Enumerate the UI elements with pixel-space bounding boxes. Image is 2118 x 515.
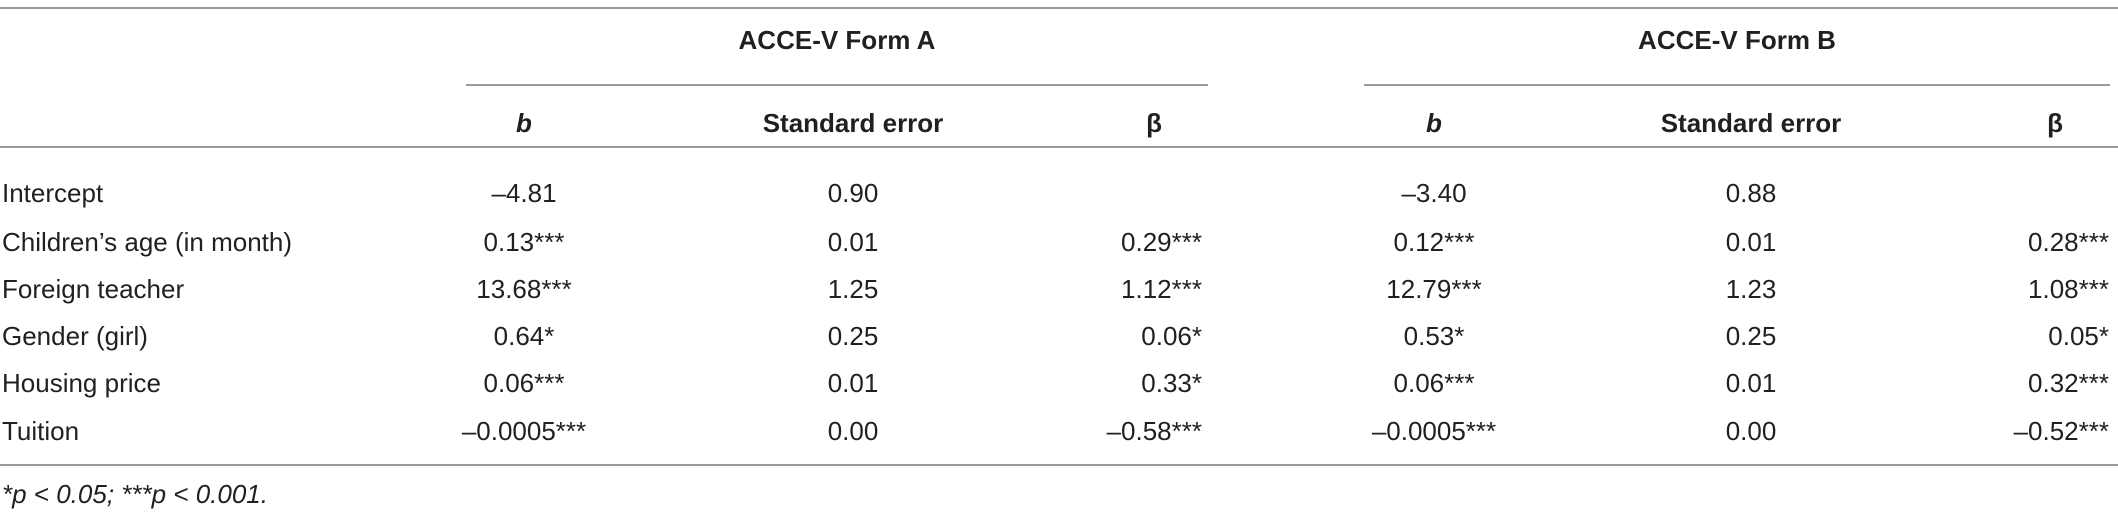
cell: 0.64* — [493, 321, 555, 351]
cell: 0.90 — [827, 178, 879, 208]
cell: 0.12*** — [1393, 227, 1475, 257]
column-header: b — [516, 108, 532, 138]
cell: 1.25 — [827, 274, 879, 304]
row-label: Housing price — [2, 368, 161, 398]
cell: –3.40 — [1401, 178, 1467, 208]
column-header: Standard error — [1660, 108, 1842, 138]
cell: 0.25 — [827, 321, 879, 351]
cell: –0.0005*** — [1371, 416, 1497, 446]
cell: 13.68*** — [476, 274, 572, 304]
cell: –0.52*** — [2013, 416, 2109, 446]
column-header: β — [1146, 108, 1162, 138]
cell: 0.25 — [1725, 321, 1777, 351]
cell: –4.81 — [491, 178, 557, 208]
cell: 1.12*** — [1121, 274, 1202, 304]
group-header: ACCE-V Form B — [1638, 25, 1836, 55]
cell: 0.06* — [1141, 321, 1202, 351]
cell: 0.32*** — [2028, 368, 2109, 398]
group-rule — [466, 84, 1208, 86]
footnote: *p < 0.05; ***p < 0.001. — [2, 479, 268, 509]
cell: –0.0005*** — [461, 416, 587, 446]
rule — [0, 7, 2118, 9]
cell: 0.05* — [2048, 321, 2109, 351]
row-label: Gender (girl) — [2, 321, 148, 351]
row-label: Children’s age (in month) — [2, 227, 292, 257]
cell: 0.13*** — [483, 227, 565, 257]
cell: 0.33* — [1141, 368, 1202, 398]
row-label: Foreign teacher — [2, 274, 185, 304]
cell: 1.08*** — [2028, 274, 2109, 304]
cell: 0.06*** — [1393, 368, 1475, 398]
cell: 0.01 — [827, 368, 879, 398]
cell: 0.01 — [1725, 368, 1777, 398]
cell: 0.28*** — [2028, 227, 2109, 257]
cell: 0.88 — [1725, 178, 1777, 208]
cell: 12.79*** — [1386, 274, 1482, 304]
cell: 0.01 — [827, 227, 879, 257]
cell: 0.01 — [1725, 227, 1777, 257]
rule — [0, 464, 2118, 466]
cell: 1.23 — [1725, 274, 1777, 304]
row-label: Intercept — [2, 178, 104, 208]
cell: 0.00 — [1725, 416, 1777, 446]
cell: –0.58*** — [1106, 416, 1202, 446]
cell: 0.29*** — [1121, 227, 1202, 257]
column-header: Standard error — [762, 108, 944, 138]
row-label: Tuition — [2, 416, 80, 446]
group-rule — [1364, 84, 2110, 86]
column-header: β — [2047, 108, 2063, 138]
cell: 0.53* — [1403, 321, 1465, 351]
group-header: ACCE-V Form A — [738, 25, 936, 55]
cell: 0.06*** — [483, 368, 565, 398]
rule — [0, 146, 2118, 148]
cell: 0.00 — [827, 416, 879, 446]
column-header: b — [1426, 108, 1442, 138]
